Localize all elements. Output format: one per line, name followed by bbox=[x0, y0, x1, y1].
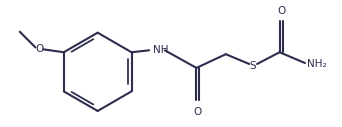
Text: O: O bbox=[277, 6, 285, 16]
Text: NH: NH bbox=[153, 45, 169, 55]
Text: NH₂: NH₂ bbox=[307, 59, 327, 69]
Text: S: S bbox=[250, 61, 256, 71]
Text: O: O bbox=[194, 107, 202, 117]
Text: O: O bbox=[35, 44, 43, 54]
